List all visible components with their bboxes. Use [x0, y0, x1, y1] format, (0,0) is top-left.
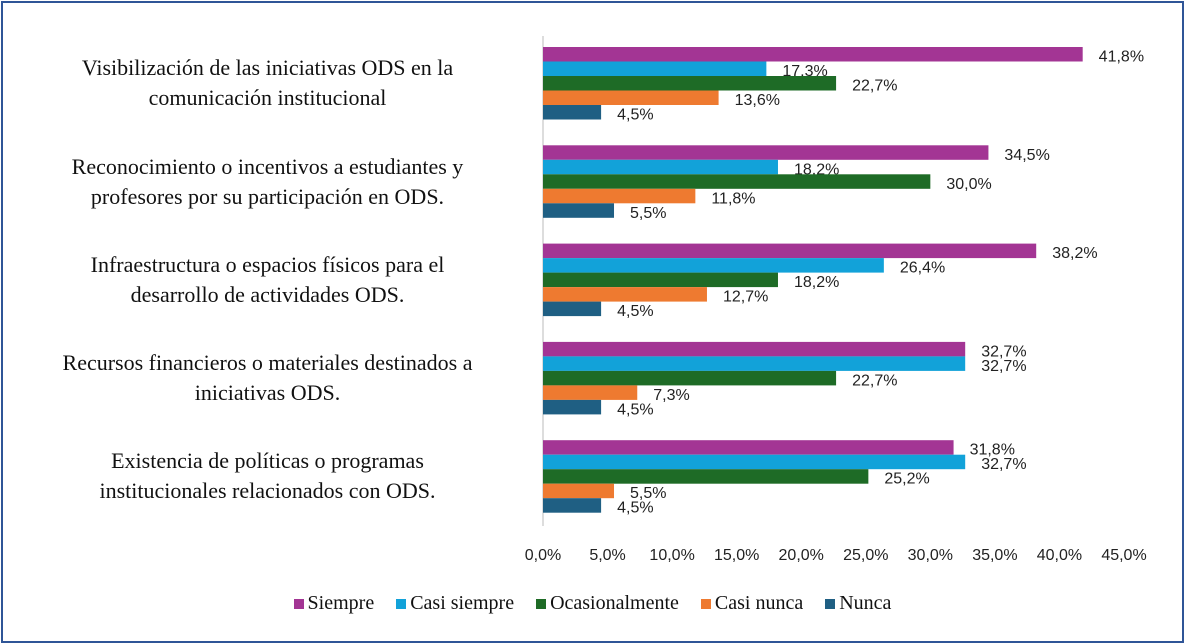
value-label: 38,2%	[1052, 245, 1097, 262]
legend: Siempre Casi siempre Ocasionalmente Casi nu…	[0, 592, 1185, 615]
legend-item: Casi siempre	[396, 592, 514, 615]
bar	[543, 454, 966, 470]
x-tick-label: 25,0%	[843, 547, 888, 564]
x-tick-label: 30,0%	[908, 547, 953, 564]
value-label: 34,5%	[1004, 147, 1049, 164]
x-tick-label: 15,0%	[714, 547, 759, 564]
value-label: 17,3%	[782, 63, 827, 80]
value-label: 32,7%	[981, 456, 1026, 473]
value-label: 7,3%	[653, 387, 689, 404]
bar	[543, 76, 837, 91]
bar	[543, 61, 767, 76]
legend-label: Nunca	[839, 592, 892, 614]
value-label: 4,5%	[617, 500, 653, 517]
category-label: Visibilización de las iniciativas ODS en…	[81, 55, 454, 111]
bar	[543, 287, 707, 302]
value-label: 26,4%	[900, 260, 945, 277]
legend-label: Ocasionalmente	[550, 592, 679, 614]
legend-item: Ocasionalmente	[536, 592, 679, 615]
legend-label: Siempre	[307, 592, 375, 614]
bar	[543, 301, 602, 317]
category-label: Infraestructura o espacios físicos para …	[90, 251, 445, 307]
value-label: 4,5%	[617, 106, 653, 123]
value-label: 12,7%	[723, 289, 768, 306]
bar	[543, 272, 778, 288]
category-label: Recursos financieros o materiales destin…	[62, 350, 473, 406]
legend-item: Siempre	[293, 592, 375, 615]
legend-swatch	[536, 598, 547, 609]
x-tick-label: 5,0%	[589, 547, 625, 564]
bar	[543, 341, 966, 357]
bar	[543, 258, 884, 273]
legend-swatch	[293, 598, 304, 609]
x-tick-label: 20,0%	[779, 547, 824, 564]
value-label: 32,7%	[981, 343, 1026, 360]
bar	[543, 159, 778, 175]
value-label: 5,5%	[630, 205, 666, 222]
bar	[543, 498, 602, 513]
bar	[543, 243, 1037, 259]
value-label: 22,7%	[852, 372, 897, 389]
bar	[543, 188, 696, 204]
value-label: 22,7%	[852, 77, 897, 94]
bar	[543, 356, 966, 371]
bar	[543, 385, 638, 400]
value-label: 4,5%	[617, 401, 653, 418]
category-label: Reconocimiento o incentivos a estudiante…	[71, 153, 464, 209]
category-label: Existencia de políticas o programas inst…	[99, 448, 436, 504]
legend-swatch	[396, 598, 407, 609]
legend-swatch	[825, 598, 836, 609]
value-label: 31,8%	[970, 442, 1015, 459]
bar	[543, 203, 615, 218]
value-label: 41,8%	[1099, 48, 1144, 65]
legend-label: Casi nunca	[714, 592, 804, 614]
legend-label: Casi siempre	[410, 592, 515, 614]
x-tick-label: 10,0%	[649, 547, 694, 564]
bar	[543, 483, 615, 499]
legend-swatch	[700, 598, 711, 609]
bar	[543, 399, 602, 415]
x-tick-label: 45,0%	[1101, 547, 1146, 564]
legend-item: Nunca	[825, 592, 891, 615]
bar	[543, 47, 1083, 62]
value-label: 18,2%	[794, 161, 839, 178]
value-label: 18,2%	[794, 274, 839, 291]
bar	[543, 105, 602, 120]
value-label: 4,5%	[617, 303, 653, 320]
bar	[543, 440, 954, 455]
value-label: 5,5%	[630, 485, 666, 502]
x-tick-label: 40,0%	[1037, 547, 1082, 564]
legend-item: Casi nunca	[700, 592, 804, 615]
bar	[543, 90, 719, 105]
value-label: 13,6%	[735, 92, 780, 109]
value-label: 25,2%	[884, 471, 929, 488]
x-tick-label: 0,0%	[525, 547, 561, 564]
bar	[543, 174, 931, 189]
x-tick-label: 35,0%	[972, 547, 1017, 564]
value-label: 11,8%	[711, 190, 755, 207]
bar	[543, 469, 869, 484]
bar	[543, 370, 837, 386]
value-label: 32,7%	[981, 358, 1026, 375]
bar	[543, 145, 989, 160]
value-label: 30,0%	[946, 176, 991, 193]
